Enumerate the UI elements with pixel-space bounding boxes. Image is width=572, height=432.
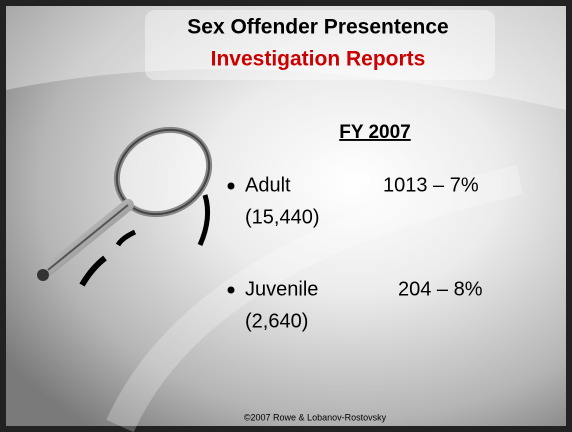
background (6, 6, 566, 426)
swoosh (106, 165, 524, 432)
bullet (227, 286, 235, 294)
item-total: (2,640) (245, 310, 308, 332)
item-figure: 204 – 8% (398, 278, 483, 300)
item-figure: 1013 – 7% (383, 174, 479, 196)
item-total: (15,440) (245, 206, 320, 228)
bullet (227, 182, 235, 190)
footer: ©2007 Rowe & Lobanov-Rostovsky (244, 412, 387, 422)
heading: FY 2007 (339, 122, 410, 143)
magnifier-icon (37, 126, 213, 287)
title-line: Investigation Reports (211, 48, 426, 71)
title-banner (145, 10, 495, 80)
item-label: Adult (245, 174, 291, 196)
swoosh (6, 6, 566, 110)
title-line: Sex Offender Presentence (187, 16, 448, 39)
item-label: Juvenile (245, 278, 318, 300)
